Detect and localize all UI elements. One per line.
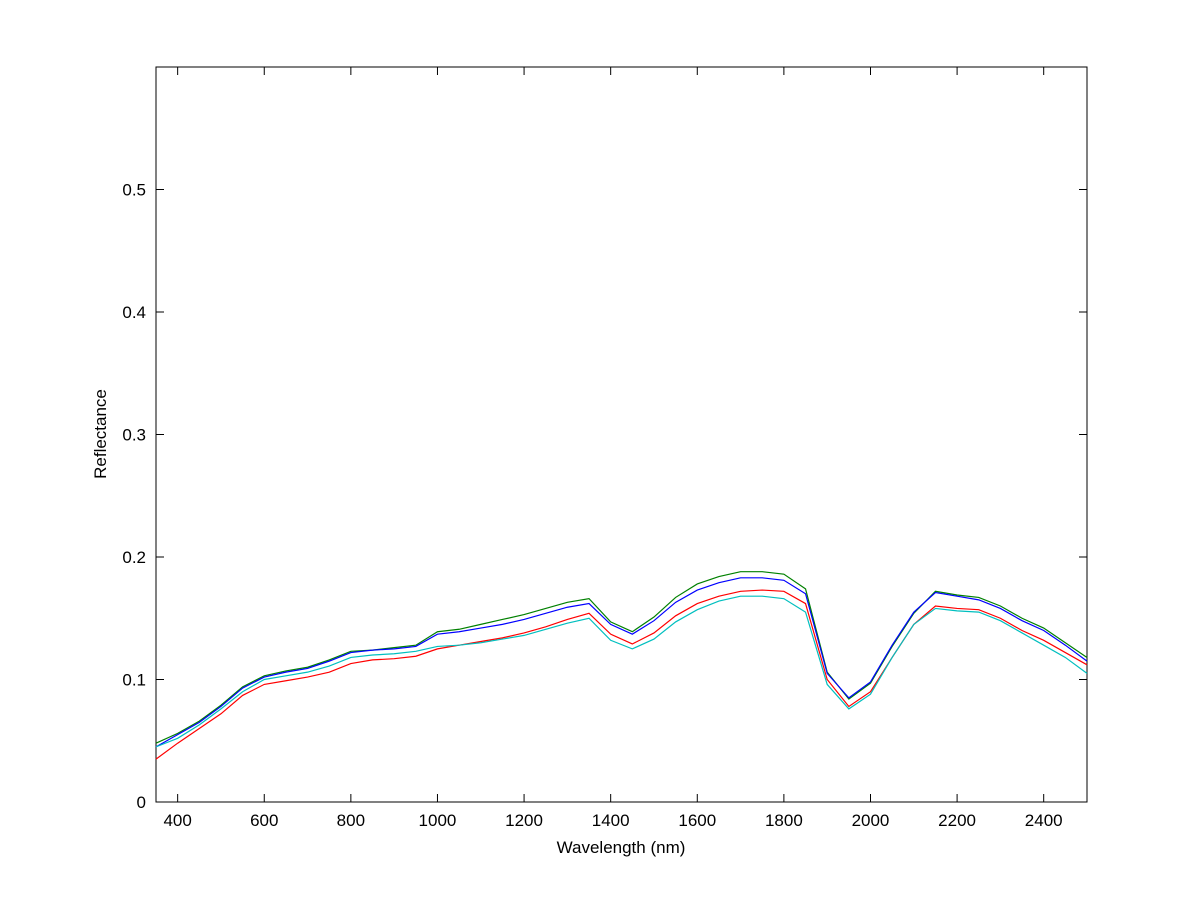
y-tick-label: 0.2 [122, 548, 146, 567]
data-line [155, 577, 1088, 748]
x-tick-label: 1000 [419, 811, 457, 830]
x-tick-label: 2400 [1025, 811, 1063, 830]
y-tick-label: 0 [137, 793, 146, 812]
x-tick-label: 800 [337, 811, 365, 830]
x-tick-label: 1800 [765, 811, 803, 830]
x-tick-label: 2200 [938, 811, 976, 830]
plot-frame [155, 66, 1088, 803]
x-tick-label: 400 [163, 811, 191, 830]
data-line [155, 571, 1088, 744]
y-tick-label: 0.1 [122, 671, 146, 690]
y-tick-label: 0.5 [122, 181, 146, 200]
y-tick-label: 0.4 [122, 303, 146, 322]
data-line [155, 595, 1088, 748]
x-axis-label: Wavelength (nm) [557, 838, 686, 857]
x-tick-label: 1200 [505, 811, 543, 830]
x-tick-label: 1400 [592, 811, 630, 830]
x-tick-label: 1600 [678, 811, 716, 830]
x-tick-label: 600 [250, 811, 278, 830]
y-tick-label: 0.3 [122, 426, 146, 445]
data-line [155, 589, 1088, 760]
x-tick-label: 2000 [852, 811, 890, 830]
y-axis-label: Reflectance [91, 389, 110, 479]
